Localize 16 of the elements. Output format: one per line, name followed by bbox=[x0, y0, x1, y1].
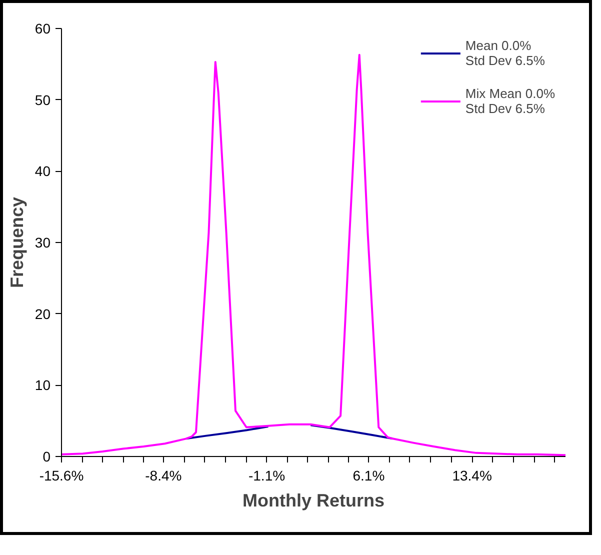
x-tick-label: -8.4% bbox=[145, 468, 182, 484]
y-tick-label: 30 bbox=[34, 234, 51, 250]
legend-label: Mix Mean 0.0% Std Dev 6.5% bbox=[465, 86, 555, 116]
legend-label: Mean 0.0% Std Dev 6.5% bbox=[465, 38, 545, 68]
y-tick-label: 0 bbox=[42, 448, 51, 464]
y-tick-label: 20 bbox=[34, 306, 51, 322]
x-tick-label: 13.4% bbox=[452, 468, 492, 484]
x-tick-label: -1.1% bbox=[248, 468, 286, 484]
y-tick-label: 10 bbox=[34, 377, 51, 394]
y-axis-title: Frequency bbox=[6, 196, 27, 288]
x-axis-title: Monthly Returns bbox=[242, 490, 384, 510]
x-tick-label: -15.6% bbox=[39, 468, 84, 484]
y-tick-label: 40 bbox=[34, 163, 51, 180]
x-tick-label: 6.1% bbox=[352, 468, 385, 484]
y-tick-label: 50 bbox=[34, 92, 51, 108]
y-tick-label: 60 bbox=[34, 20, 51, 36]
